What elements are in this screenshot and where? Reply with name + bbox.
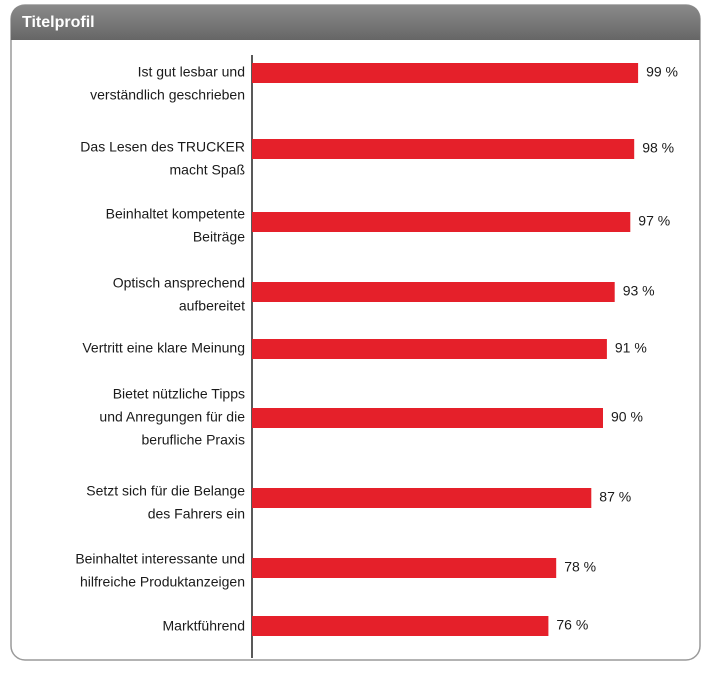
- category-label: berufliche Praxis: [142, 432, 246, 448]
- bar: [252, 339, 607, 359]
- value-label: 97 %: [638, 213, 670, 229]
- value-label: 93 %: [623, 283, 655, 299]
- category-label: Beinhaltet interessante und: [75, 551, 245, 567]
- value-label: 98 %: [642, 140, 674, 156]
- value-label: 91 %: [615, 340, 647, 356]
- category-label: hilfreiche Produktanzeigen: [80, 574, 245, 590]
- category-label: Beinhaltet kompetente: [106, 206, 246, 222]
- category-label: aufbereitet: [179, 298, 245, 314]
- value-label: 90 %: [611, 409, 643, 425]
- bar: [252, 488, 592, 508]
- category-label: verständlich geschrieben: [90, 87, 245, 103]
- category-label: Bietet nützliche Tipps: [113, 386, 245, 402]
- category-label: Marktführend: [163, 618, 245, 634]
- category-label: Setzt sich für die Belange: [86, 483, 245, 499]
- value-label: 99 %: [646, 64, 678, 80]
- category-label: Das Lesen des TRUCKER: [80, 139, 245, 155]
- category-label: Ist gut lesbar und: [138, 64, 245, 80]
- value-label: 87 %: [599, 489, 631, 505]
- category-label: Optisch ansprechend: [113, 275, 245, 291]
- bar: [252, 212, 631, 232]
- header: [11, 5, 700, 40]
- chart-title: Titelprofil: [22, 14, 95, 31]
- bar: [252, 282, 615, 302]
- category-label: und Anregungen für die: [99, 409, 245, 425]
- bar: [252, 63, 639, 83]
- bar: [252, 616, 549, 636]
- bar: [252, 408, 603, 428]
- category-label: Vertritt eine klare Meinung: [82, 340, 245, 356]
- value-label: 78 %: [564, 559, 596, 575]
- bar: [252, 558, 557, 578]
- category-label: Beiträge: [193, 229, 245, 245]
- category-label: des Fahrers ein: [148, 506, 245, 522]
- bar: [252, 139, 635, 159]
- value-label: 76 %: [556, 617, 588, 633]
- category-label: macht Spaß: [170, 162, 245, 178]
